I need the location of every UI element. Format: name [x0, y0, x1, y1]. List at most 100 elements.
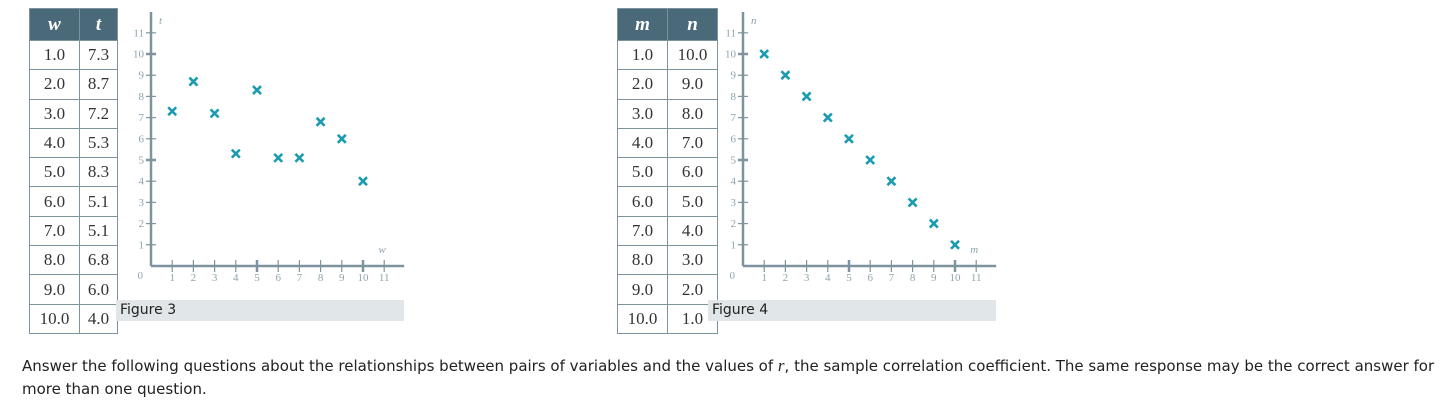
y-tick-label: 10 [725, 49, 737, 61]
table-cell: 1.0 [29, 39, 80, 71]
table-row: 3.0 8.0 [617, 98, 718, 129]
data-points [167, 76, 368, 187]
table-cell: 7.3 [79, 39, 118, 71]
table-cell: 3.0 [29, 98, 80, 129]
x-tick-label: 8 [318, 272, 324, 284]
y-tick-label: 5 [731, 155, 737, 167]
x-tick-label: 6 [867, 272, 873, 284]
table-row: 2.0 8.7 [29, 69, 118, 100]
table-row: 10.0 4.0 [29, 303, 118, 334]
y-tick-label: 6 [731, 133, 737, 145]
x-marker-icon [865, 155, 876, 165]
y-tick-label: 4 [731, 176, 737, 188]
y-tick-label: 9 [731, 70, 737, 82]
x-marker-icon [950, 239, 960, 250]
x-tick-label: 10 [358, 272, 370, 284]
y-axis-label: n [751, 15, 757, 27]
table-cell: 2.0 [617, 69, 668, 100]
table-header-row: m n [617, 8, 718, 41]
table-header-row: w t [29, 8, 118, 41]
x-tick-label: 10 [950, 272, 962, 284]
y-tick-label: 2 [731, 218, 737, 230]
instructions-part-1: Answer the following questions about the… [22, 357, 778, 375]
table-row: 9.0 6.0 [29, 274, 118, 305]
origin-label: 0 [730, 270, 736, 282]
table-row: 7.0 5.1 [29, 215, 118, 247]
y-tick-label: 11 [725, 27, 736, 39]
x-tick-label: 2 [783, 272, 789, 284]
x-marker-icon [336, 133, 347, 144]
table-cell: 7.2 [79, 98, 118, 129]
x-marker-icon [822, 112, 833, 123]
x-tick-label: 7 [889, 272, 895, 284]
table-cell: 9.0 [29, 274, 80, 305]
table-body: 1.0 7.3 2.0 8.7 3.0 7.2 4.0 5.3 5.0 8.3 6.0 5.1 7.0 5… [29, 39, 118, 334]
table-cell: 8.0 [29, 245, 80, 276]
table-cell: 6.0 [617, 186, 668, 217]
x-axis-label: w [379, 244, 387, 256]
x-marker-icon [230, 148, 241, 159]
x-marker-icon [294, 152, 305, 163]
column-header-w: w [29, 8, 80, 41]
x-tick-label: 8 [910, 272, 916, 284]
y-tick-label: 8 [139, 91, 145, 103]
x-tick-label: 5 [254, 272, 260, 284]
y-tick-label: 6 [139, 133, 145, 145]
data-points [759, 49, 960, 250]
table-cell: 6.8 [79, 245, 118, 276]
table-row: 4.0 7.0 [617, 127, 718, 159]
x-tick-label: 1 [761, 272, 767, 284]
x-marker-icon [188, 76, 199, 87]
table-row: 1.0 10.0 [617, 39, 718, 71]
table-cell: 5.3 [79, 127, 118, 159]
y-tick-label: 7 [139, 112, 145, 124]
x-marker-icon [780, 70, 791, 81]
x-tick-label: 11 [971, 272, 982, 284]
y-tick-label: 10 [133, 49, 145, 61]
table-body: 1.0 10.0 2.0 9.0 3.0 8.0 4.0 7.0 5.0 6.0 6.0 5.0 7.0… [617, 39, 718, 334]
x-tick-label: 9 [339, 272, 345, 284]
table-cell: 5.1 [79, 186, 118, 217]
table-cell: 3.0 [617, 98, 668, 129]
x-marker-icon [844, 133, 854, 144]
table-cell: 10.0 [29, 303, 80, 334]
table-cell: 4.0 [29, 127, 80, 159]
table-row: 6.0 5.1 [29, 186, 118, 217]
x-marker-icon [167, 106, 178, 117]
table-cell: 5.0 [667, 186, 718, 217]
table-row: 5.0 6.0 [617, 157, 718, 188]
y-tick-label: 8 [731, 91, 737, 103]
x-marker-icon [759, 49, 770, 59]
table-cell: 10.0 [617, 303, 668, 334]
table-cell: 7.0 [617, 215, 668, 247]
x-tick-label: 1 [169, 272, 175, 284]
table-cell: 5.1 [79, 215, 118, 247]
x-marker-icon [252, 85, 262, 95]
y-tick-label: 4 [139, 176, 145, 188]
y-tick-label: 5 [139, 155, 145, 167]
figure-4-data-table: m n 1.0 10.0 2.0 9.0 3.0 8.0 4.0 7.0 5.0 6.0 6.0 5.… [617, 8, 718, 334]
table-row: 10.0 1.0 [617, 303, 718, 334]
column-header-m: m [617, 8, 668, 41]
table-cell: 2.0 [667, 274, 718, 305]
table-row: 5.0 8.3 [29, 157, 118, 188]
table-cell: 6.0 [79, 274, 118, 305]
variable-r: r [777, 356, 785, 375]
table-row: 2.0 9.0 [617, 69, 718, 100]
figure-3-caption: Figure 3 [116, 300, 404, 321]
table-cell: 8.0 [617, 245, 668, 276]
x-marker-icon [315, 116, 326, 127]
table-cell: 8.3 [79, 157, 118, 188]
instructions-part-2: , the sample correlation coefficient. Th… [22, 357, 1435, 398]
table-cell: 10.0 [667, 39, 718, 71]
x-tick-label: 3 [804, 272, 810, 284]
table-cell: 7.0 [667, 127, 718, 159]
x-marker-icon [358, 176, 368, 187]
table-row: 6.0 5.0 [617, 186, 718, 217]
table-cell: 7.0 [29, 215, 80, 247]
origin-label: 0 [138, 270, 144, 282]
table-cell: 2.0 [29, 69, 80, 100]
x-tick-label: 2 [191, 272, 197, 284]
y-tick-label: 1 [139, 239, 145, 251]
